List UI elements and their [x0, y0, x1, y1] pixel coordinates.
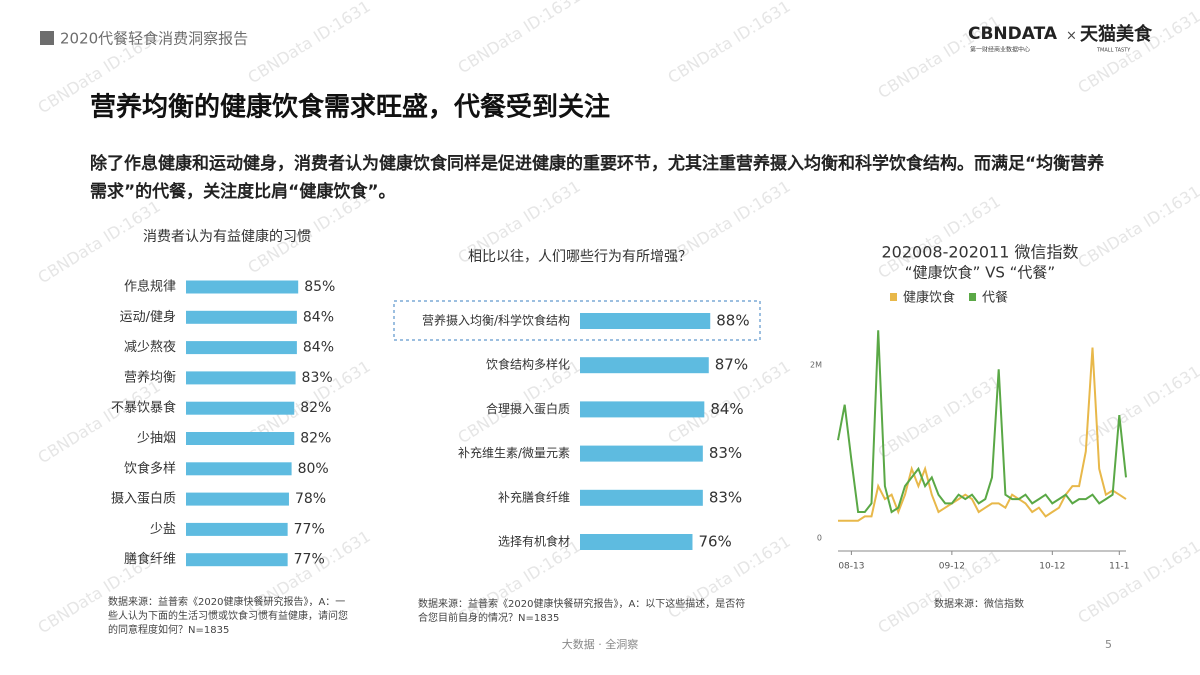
source: 数据来源：微信指数 — [934, 599, 1024, 610]
chart-title: 消费者认为有益健康的习惯 — [143, 228, 311, 245]
logo-times: × — [1066, 29, 1077, 44]
category-label: 营养摄入均衡/科学饮食结构 — [422, 313, 570, 328]
legend-swatch — [969, 293, 977, 301]
line — [837, 330, 1127, 514]
logo-cbn-sub: 第一财经商业数据中心 — [970, 46, 1030, 54]
watermark: CBNData ID:1631 — [1074, 537, 1200, 628]
category-label: 少盐 — [150, 522, 176, 537]
value-label: 84% — [710, 400, 743, 418]
value-label: 88% — [716, 312, 749, 330]
category-label: 营养均衡 — [124, 369, 176, 385]
watermark: CBNData ID:1631 — [874, 372, 1003, 463]
value-label: 80% — [298, 461, 329, 477]
bar — [186, 341, 297, 355]
value-label: 85% — [304, 279, 335, 295]
watermark: CBNData ID:1631 — [454, 0, 583, 77]
value-label: 87% — [715, 356, 748, 374]
line — [838, 347, 1127, 522]
chart-subtitle: “健康饮食” VS “代餐” — [905, 264, 1055, 282]
x-tick-label: 08-13 — [838, 562, 864, 572]
bar — [580, 445, 703, 462]
category-label: 膳食纤维 — [124, 551, 176, 567]
page-number: 5 — [1105, 638, 1112, 651]
category-label: 摄入蛋白质 — [111, 491, 176, 507]
value-label: 83% — [302, 370, 333, 386]
legend-label: 健康饮食 — [903, 290, 955, 306]
value-label: 82% — [300, 431, 331, 447]
category-label: 合理摄入蛋白质 — [486, 401, 570, 416]
category-label: 运动/健身 — [120, 309, 176, 325]
bar — [580, 489, 703, 506]
bar — [186, 522, 288, 536]
value-label: 84% — [303, 309, 334, 325]
y-tick-label: 0 — [817, 534, 822, 543]
bar — [580, 357, 709, 374]
x-tick-label: 11-1 — [1109, 562, 1129, 572]
watermark: CBNData ID:1631 — [1074, 7, 1200, 98]
value-label: 83% — [709, 444, 742, 462]
x-tick-label: 10-12 — [1039, 562, 1065, 572]
value-label: 82% — [300, 400, 331, 416]
header: 2020代餐轻食消费洞察报告 — [60, 30, 248, 48]
bar — [186, 462, 292, 476]
watermark: CBNData ID:1631 — [664, 0, 793, 87]
category-label: 少抽烟 — [137, 431, 176, 446]
chart-title: 202008-202011 微信指数 — [881, 243, 1078, 262]
watermark: CBNData ID:1631 — [244, 0, 373, 87]
bar — [186, 492, 289, 506]
category-label: 不暴饮暴食 — [111, 400, 176, 416]
value-label: 76% — [698, 533, 731, 551]
legend-swatch — [890, 293, 897, 301]
bar — [580, 534, 693, 550]
category-label: 选择有机食材 — [498, 534, 570, 549]
title: 营养均衡的健康饮食需求旺盛，代餐受到关注 — [90, 92, 610, 123]
bar — [186, 280, 299, 294]
logo-cbn: CBNDATA — [968, 24, 1058, 44]
bar — [580, 401, 705, 418]
category-label: 减少熬夜 — [124, 339, 176, 355]
bar — [186, 371, 296, 385]
logo-tmall-sub: TMALL TASTY — [1096, 48, 1131, 54]
category-label: 饮食多样 — [124, 460, 176, 476]
chart-title: 相比以往，人们哪些行为有所增强？ — [468, 249, 692, 265]
category-label: 饮食结构多样化 — [486, 357, 570, 372]
bar — [186, 401, 295, 415]
y-tick-label: 2M — [810, 360, 822, 369]
bar — [186, 553, 288, 567]
bar — [580, 313, 711, 329]
highlight-box — [393, 300, 761, 341]
header-square — [40, 31, 54, 45]
category-label: 补充维生素/微量元素 — [458, 445, 570, 460]
value-label: 77% — [294, 521, 325, 537]
source: 数据来源：益普索《2020健康快餐研究报告》，A：以下这些描述，是否符合您目前自… — [418, 599, 746, 624]
logo-tmall: 天猫美食 — [1080, 23, 1153, 45]
bar — [186, 432, 295, 445]
watermark: CBNData ID:1631 — [874, 547, 1003, 638]
value-label: 77% — [294, 552, 325, 568]
body-text: 除了作息健康和运动健身，消费者认为健康饮食同样是促进健康的重要环节，尤其注重营养… — [90, 154, 1105, 202]
footer: 大数据 · 全洞察 — [562, 637, 639, 651]
value-label: 83% — [709, 488, 742, 506]
value-label: 78% — [295, 491, 326, 507]
source: 数据来源：益普索《2020健康快餐研究报告》，A：一些人认为下面的生活习惯或饮食… — [108, 597, 348, 636]
x-tick-label: 09-12 — [939, 562, 965, 572]
category-label: 作息规律 — [124, 279, 176, 295]
value-label: 84% — [303, 340, 334, 356]
watermark: CBNData ID:1631 — [34, 377, 163, 468]
legend-label: 代餐 — [982, 290, 1008, 306]
category-label: 补充膳食纤维 — [498, 489, 570, 504]
bar — [186, 310, 297, 324]
